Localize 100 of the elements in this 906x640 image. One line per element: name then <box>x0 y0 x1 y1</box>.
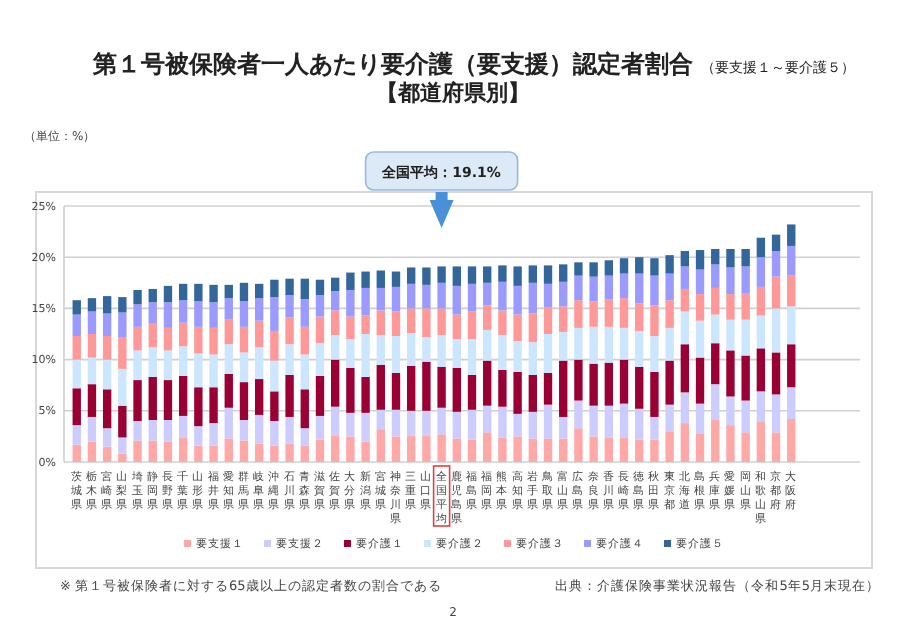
bar <box>528 313 537 343</box>
bar <box>346 436 355 462</box>
bar <box>771 276 781 309</box>
bar <box>163 302 173 328</box>
bar <box>483 432 492 462</box>
bar <box>680 392 690 424</box>
bar <box>163 420 173 442</box>
bar <box>574 400 583 429</box>
bar <box>711 287 720 315</box>
bar <box>163 285 173 303</box>
bar <box>741 266 750 294</box>
bar <box>133 326 142 351</box>
bar <box>665 300 674 328</box>
bar <box>589 326 598 364</box>
bar <box>619 327 629 360</box>
bar <box>726 319 735 351</box>
bar <box>787 387 796 419</box>
bar <box>543 438 553 462</box>
bar <box>346 272 355 290</box>
bar <box>133 304 142 327</box>
bar <box>285 317 294 345</box>
bar <box>300 326 309 355</box>
bar <box>224 373 233 408</box>
bar <box>361 287 370 316</box>
bar <box>315 343 325 376</box>
bar <box>87 416 97 442</box>
bar <box>315 316 325 344</box>
bar <box>224 407 233 439</box>
bar <box>604 405 614 438</box>
bar <box>239 352 249 383</box>
bar <box>787 224 796 246</box>
bar <box>163 380 173 421</box>
bar <box>407 283 416 309</box>
bar <box>391 311 401 337</box>
bar <box>437 282 446 309</box>
bar <box>72 314 81 337</box>
bar <box>148 288 157 303</box>
bar <box>543 307 553 334</box>
bar <box>726 425 735 462</box>
bar <box>148 440 157 462</box>
bar <box>72 359 81 389</box>
bar <box>209 387 218 424</box>
bar <box>680 266 690 289</box>
bar <box>604 362 614 406</box>
bar <box>467 311 477 340</box>
bar <box>559 360 568 417</box>
bar <box>254 298 264 321</box>
bar <box>376 429 385 462</box>
bar <box>300 428 309 446</box>
bar <box>133 350 142 381</box>
bar <box>87 357 97 385</box>
bar <box>285 295 294 318</box>
bar <box>513 314 522 342</box>
bar <box>331 435 340 462</box>
bar <box>711 384 720 421</box>
bar <box>407 365 416 411</box>
bar <box>604 299 614 327</box>
bar <box>756 286 766 316</box>
bar <box>498 406 507 438</box>
bar <box>300 278 309 300</box>
bar <box>102 359 112 390</box>
bar <box>543 283 553 308</box>
bar <box>331 335 340 360</box>
bar <box>178 300 188 323</box>
bar <box>346 339 355 368</box>
bar <box>543 404 553 439</box>
bar <box>300 354 309 390</box>
bar <box>270 279 279 298</box>
bar <box>650 275 659 306</box>
bar <box>741 293 750 320</box>
bar <box>574 262 583 276</box>
bar <box>102 336 112 360</box>
bar <box>452 266 461 286</box>
bar <box>680 423 690 462</box>
bar <box>589 405 598 437</box>
chart-subtitle: 【都道府県別】 <box>376 80 530 106</box>
bar <box>589 363 598 406</box>
bar <box>254 283 264 299</box>
bar <box>467 339 477 375</box>
bar <box>178 375 188 416</box>
bar <box>771 394 781 433</box>
bar <box>528 411 537 439</box>
bar <box>467 283 477 312</box>
bar <box>118 297 127 313</box>
bar <box>72 336 81 360</box>
bar <box>163 350 173 381</box>
bar <box>589 262 598 277</box>
bar <box>270 297 279 331</box>
bar <box>133 380 142 422</box>
bar <box>270 421 279 446</box>
bar <box>695 320 705 358</box>
bar <box>239 282 249 302</box>
bar <box>513 371 522 414</box>
bar <box>254 347 264 380</box>
bar <box>391 286 401 312</box>
bar <box>513 341 522 372</box>
bar <box>528 438 537 462</box>
bar <box>711 264 720 288</box>
bar <box>422 361 431 411</box>
bar <box>315 295 325 317</box>
